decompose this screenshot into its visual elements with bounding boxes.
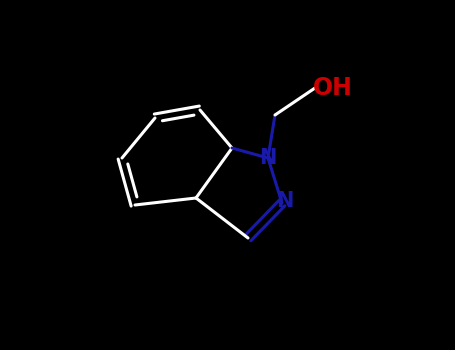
Text: OH: OH — [313, 76, 353, 100]
Text: N: N — [259, 148, 277, 168]
Text: N: N — [276, 191, 293, 211]
